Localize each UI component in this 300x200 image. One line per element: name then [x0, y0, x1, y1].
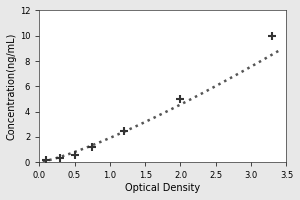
Y-axis label: Concentration(ng/mL): Concentration(ng/mL) — [7, 33, 17, 140]
X-axis label: Optical Density: Optical Density — [125, 183, 200, 193]
